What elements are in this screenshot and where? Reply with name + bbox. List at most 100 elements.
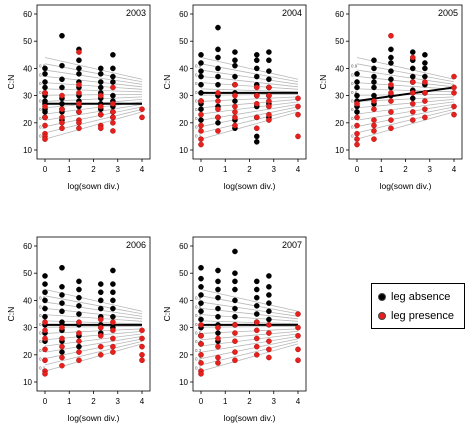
point-presence — [266, 111, 272, 118]
point-absence — [198, 52, 204, 58]
contour-label: 0.9 — [39, 64, 46, 69]
point-absence — [59, 84, 65, 91]
point-presence — [42, 357, 48, 364]
point-absence — [59, 300, 65, 306]
y-tick-label: 20 — [179, 351, 188, 360]
y-tick-label: 60 — [23, 10, 32, 19]
chart-panel-2: 0.90.80.70.60.50.40.30.20.12005102030405… — [318, 4, 463, 191]
point-presence — [76, 349, 82, 355]
point-presence — [139, 335, 145, 342]
plot-frame — [348, 4, 463, 160]
point-absence — [388, 54, 394, 61]
contour-label: 0.3 — [351, 116, 358, 121]
point-absence — [198, 60, 204, 66]
guide-line — [356, 111, 455, 140]
x-tick-label: 0 — [355, 165, 360, 174]
plot-frame — [192, 236, 307, 392]
point-absence — [59, 308, 65, 315]
contour-label: 0.6 — [351, 90, 358, 95]
legend-marker-absence — [378, 293, 386, 301]
point-absence — [232, 57, 238, 64]
point-presence — [215, 90, 221, 96]
point-absence — [97, 71, 104, 77]
point-presence — [266, 98, 272, 104]
panel-title: 2003 — [126, 8, 146, 18]
x-tick-label: 0 — [43, 165, 48, 174]
plot-frame — [36, 4, 151, 160]
point-absence — [253, 278, 260, 285]
point-absence — [42, 65, 48, 72]
contour-label: 0.1 — [195, 133, 202, 138]
point-absence — [42, 84, 48, 91]
plot-frame — [192, 4, 307, 160]
x-tick-label: 2 — [247, 397, 252, 406]
chart-panel-3: 0.90.80.70.60.50.40.30.20.12006102030405… — [6, 236, 151, 423]
guide-line — [200, 109, 299, 134]
point-presence — [451, 84, 457, 91]
point-presence — [232, 338, 238, 345]
point-absence — [253, 133, 260, 140]
guide-line — [44, 289, 143, 312]
point-absence — [76, 343, 82, 350]
x-tick-label: 4 — [452, 165, 457, 174]
point-presence — [409, 109, 416, 115]
contour-label: 0.8 — [39, 72, 46, 77]
point-absence — [232, 62, 238, 69]
guide-line — [200, 69, 299, 85]
point-absence — [76, 57, 82, 64]
y-tick-label: 20 — [335, 119, 344, 128]
guide-line — [200, 301, 299, 317]
guide-line — [200, 335, 299, 353]
point-presence — [253, 343, 260, 350]
point-absence — [42, 281, 48, 287]
point-presence — [110, 109, 116, 115]
point-absence — [110, 297, 116, 304]
point-presence — [97, 324, 104, 331]
point-absence — [198, 81, 204, 88]
point-absence — [371, 57, 377, 64]
point-presence — [198, 122, 204, 129]
point-presence — [110, 114, 116, 121]
point-absence — [232, 297, 238, 304]
plot-frame — [36, 236, 151, 392]
point-absence — [409, 65, 416, 72]
point-absence — [232, 270, 238, 277]
point-presence — [139, 114, 145, 121]
chart-panel-0: 0.90.80.70.60.50.40.30.20.12003102030405… — [6, 4, 151, 191]
point-absence — [266, 300, 272, 306]
point-absence — [409, 49, 416, 55]
guide-line — [356, 63, 455, 83]
point-presence — [388, 125, 394, 132]
point-presence — [76, 81, 82, 88]
point-absence — [76, 286, 82, 293]
point-presence — [59, 125, 65, 132]
point-absence — [409, 95, 416, 102]
point-presence — [110, 100, 116, 107]
point-absence — [232, 248, 238, 255]
point-presence — [42, 122, 48, 129]
contour-label: 0.2 — [39, 125, 46, 130]
point-presence — [388, 109, 394, 115]
point-presence — [215, 335, 221, 342]
y-tick-label: 10 — [335, 146, 344, 155]
point-presence — [198, 128, 204, 134]
point-absence — [232, 49, 238, 55]
point-presence — [371, 106, 377, 112]
x-tick-label: 1 — [67, 165, 72, 174]
point-presence — [42, 346, 48, 353]
legend: leg absence leg presence — [371, 283, 465, 329]
point-absence — [371, 92, 377, 99]
point-presence — [110, 120, 116, 126]
x-axis-label: log(sown div.) — [224, 181, 276, 191]
point-absence — [76, 311, 82, 317]
point-presence — [295, 311, 301, 317]
point-absence — [76, 303, 82, 309]
point-presence — [371, 117, 377, 123]
point-absence — [110, 52, 116, 58]
point-presence — [253, 92, 260, 99]
point-presence — [198, 332, 204, 339]
contour-label: 0.2 — [39, 357, 46, 362]
point-absence — [198, 308, 204, 315]
contour-label: 0.4 — [351, 107, 358, 112]
point-absence — [76, 278, 82, 285]
